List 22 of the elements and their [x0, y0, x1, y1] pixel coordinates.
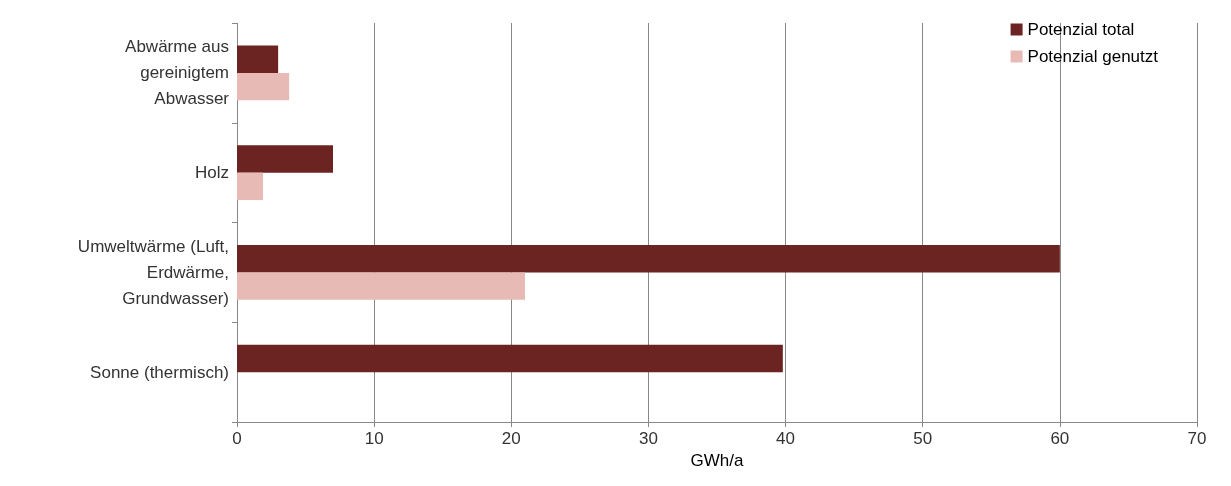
legend-label: Potenzial genutzt — [1027, 47, 1159, 66]
legend-label: Potenzial total — [1027, 20, 1135, 39]
x-tick-label: 60 — [1050, 429, 1070, 448]
x-axis-title: GWh/a — [690, 451, 744, 470]
y-tick-label: Sonne (thermisch) — [90, 362, 229, 382]
bar — [237, 244, 1060, 273]
bar — [237, 272, 525, 300]
x-tick-label: 0 — [232, 429, 242, 448]
y-tick-label: Umweltwärme (Luft, Erdwärme, Grundwasser) — [77, 236, 229, 308]
bar — [237, 45, 279, 73]
bar — [237, 145, 333, 173]
x-tick-label: 40 — [776, 429, 796, 448]
y-tick-label: Abwärme aus gereinigtem Abwasser — [125, 37, 230, 109]
bar — [237, 344, 783, 373]
x-tick-label: 20 — [501, 429, 521, 448]
x-tick-label: 50 — [913, 429, 933, 448]
x-tick-label: 70 — [1187, 429, 1207, 448]
y-tick-label: Holz — [194, 163, 229, 183]
bar — [237, 172, 264, 201]
bar — [237, 72, 290, 101]
x-tick-label: 10 — [364, 429, 384, 448]
x-tick-label: 30 — [638, 429, 658, 448]
